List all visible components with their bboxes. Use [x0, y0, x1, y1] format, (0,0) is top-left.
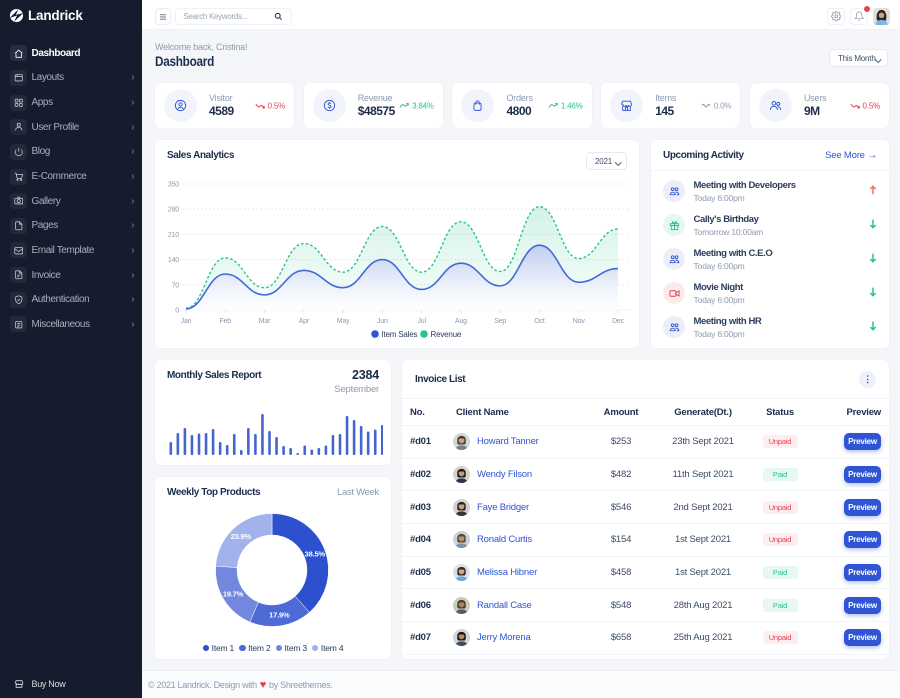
svg-text:19.7%: 19.7%: [223, 589, 244, 598]
svg-text:Dec: Dec: [612, 318, 625, 325]
svg-text:Aug: Aug: [455, 318, 467, 325]
svg-text:0: 0: [175, 308, 179, 315]
svg-text:May: May: [337, 318, 350, 325]
svg-text:Nov: Nov: [573, 318, 586, 325]
svg-text:Jul: Jul: [417, 318, 426, 325]
svg-text:Oct: Oct: [534, 318, 545, 325]
svg-text:Revenue: Revenue: [431, 330, 462, 339]
svg-text:Mar: Mar: [259, 318, 271, 325]
svg-text:17.9%: 17.9%: [269, 611, 290, 620]
svg-text:140: 140: [168, 257, 179, 264]
svg-text:Feb: Feb: [220, 318, 232, 325]
svg-text:Apr: Apr: [299, 318, 310, 325]
svg-text:Jun: Jun: [377, 318, 388, 325]
svg-text:350: 350: [168, 182, 179, 189]
svg-text:23.9%: 23.9%: [231, 532, 252, 541]
svg-text:Item Sales: Item Sales: [382, 330, 418, 339]
svg-text:38.5%: 38.5%: [305, 549, 326, 558]
svg-text:280: 280: [168, 207, 179, 214]
svg-text:Sep: Sep: [494, 318, 506, 325]
svg-text:70: 70: [172, 282, 180, 289]
svg-text:Jan: Jan: [181, 318, 192, 325]
svg-text:210: 210: [168, 232, 179, 239]
